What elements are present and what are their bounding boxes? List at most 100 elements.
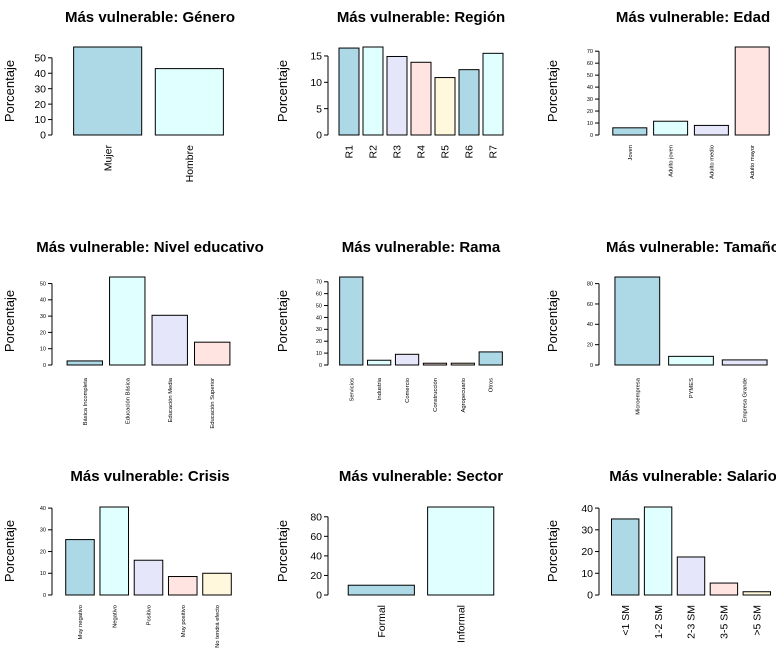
bar: [643, 506, 673, 596]
y-tick-label: 80: [310, 511, 322, 523]
category-label: R2: [368, 145, 380, 159]
y-tick-label: 0: [316, 590, 322, 602]
bar: [709, 582, 739, 596]
bar: [367, 359, 392, 366]
y-tick-label: 30: [34, 83, 46, 95]
bar: [693, 124, 729, 136]
bar: [610, 518, 640, 596]
category-label: Joven: [628, 145, 634, 160]
y-tick-label: 0: [43, 363, 46, 369]
y-tick-label: 10: [316, 351, 322, 357]
bar: [676, 556, 706, 596]
category-label: Microempresa: [635, 377, 641, 414]
y-tick-label: 10: [40, 571, 46, 577]
chart-title: Más vulnerable: Tamaño: [606, 239, 776, 256]
bar: [450, 362, 475, 366]
category-label: Empresa Grande: [743, 378, 749, 422]
bar: [133, 559, 164, 596]
y-tick-label: 80: [587, 282, 593, 288]
category-label: <1 SM: [620, 605, 632, 636]
category-label: 3-5 SM: [719, 605, 731, 639]
bar: [410, 61, 432, 136]
category-label: Muy negativo: [78, 605, 84, 639]
y-tick-label: 50: [587, 73, 593, 79]
bar: [194, 341, 231, 366]
y-tick-label: 5: [316, 103, 322, 115]
y-tick-label: 30: [40, 314, 46, 320]
chart-panel: Más vulnerable: Género Porcentaje 0 10 20 30 4…: [2, 9, 235, 182]
bar: [614, 276, 661, 366]
y-tick-label: 20: [310, 570, 322, 582]
y-tick-label: 30: [40, 528, 46, 534]
category-label: No tendrá efecto: [215, 605, 221, 648]
y-tick-label: 50: [316, 303, 322, 309]
chart-panel: Más vulnerable: Región Porcentaje 0 5 10 15 R1…: [275, 9, 505, 158]
category-label: Formal: [376, 605, 388, 638]
y-axis-label: Porcentaje: [275, 290, 290, 352]
y-tick-label: 20: [587, 109, 593, 115]
category-label: Servicios: [349, 378, 355, 402]
category-label: Educación Superior: [210, 378, 216, 429]
category-label: 1-2 SM: [653, 605, 665, 639]
bar: [167, 576, 198, 596]
y-tick-label: 60: [310, 531, 322, 543]
y-tick-label: 60: [587, 61, 593, 67]
chart-title: Más vulnerable: Salario: [609, 468, 776, 485]
chart-panel: Más vulnerable: Nivel educativo Porcentaj…: [2, 239, 264, 429]
y-tick-label: 20: [581, 546, 593, 558]
chart-title: Más vulnerable: Nivel educativo: [36, 239, 264, 256]
y-tick-label: 20: [40, 549, 46, 555]
bar: [99, 506, 130, 596]
y-tick-label: 40: [40, 298, 46, 304]
bar: [154, 68, 224, 136]
category-label: Informal: [455, 605, 467, 643]
chart-title: Más vulnerable: Género: [65, 9, 235, 26]
y-tick-label: 40: [581, 503, 593, 515]
y-axis-label: Porcentaje: [275, 520, 290, 582]
category-label: Muy positivo: [181, 605, 187, 637]
bar: [386, 55, 408, 136]
y-tick-label: 60: [316, 292, 322, 298]
category-label: 2-3 SM: [686, 605, 698, 639]
category-label: Educación Media: [168, 377, 174, 422]
bar: [202, 572, 232, 596]
category-label: Negativo: [112, 605, 118, 628]
y-tick-label: 10: [310, 77, 322, 89]
y-tick-label: 10: [40, 347, 46, 353]
bar: [347, 584, 415, 596]
bar: [612, 127, 648, 136]
bar: [458, 69, 480, 136]
category-label: Adulto joven: [669, 145, 675, 177]
category-label: R5: [440, 145, 452, 159]
y-axis-label: Porcentaje: [545, 60, 560, 122]
bar: [362, 46, 384, 136]
chart-panel: Más vulnerable: Salario Porcentaje 0 10 20 30…: [545, 468, 776, 639]
category-label: Mujer: [102, 145, 114, 172]
category-label: Construcción: [433, 378, 439, 412]
bar: [434, 77, 456, 136]
y-tick-label: 30: [581, 524, 593, 536]
category-label: R6: [464, 145, 476, 159]
y-tick-label: 0: [587, 590, 593, 602]
y-tick-label: 50: [40, 281, 46, 287]
chart-title: Más vulnerable: Edad: [616, 9, 770, 26]
category-label: R4: [416, 145, 428, 159]
y-tick-label: 20: [316, 339, 322, 345]
bar: [427, 506, 495, 596]
y-axis-label: Porcentaje: [275, 60, 290, 122]
bar: [65, 539, 95, 596]
y-axis-label: Porcentaje: [545, 290, 560, 352]
y-axis-label: Porcentaje: [545, 520, 560, 582]
y-axis-label: Porcentaje: [2, 290, 17, 352]
category-label: Adulto medio: [709, 145, 715, 179]
category-label: PYMES: [689, 378, 695, 398]
y-tick-label: 10: [587, 121, 593, 127]
category-label: R7: [488, 145, 500, 159]
category-label: R3: [392, 145, 404, 159]
category-label: R1: [344, 145, 356, 159]
y-tick-label: 40: [310, 551, 322, 563]
category-label: Comercio: [405, 378, 411, 403]
chart-title: Más vulnerable: Región: [337, 9, 505, 26]
y-tick-label: 0: [316, 130, 322, 142]
chart-title: Más vulnerable: Sector: [339, 468, 503, 485]
